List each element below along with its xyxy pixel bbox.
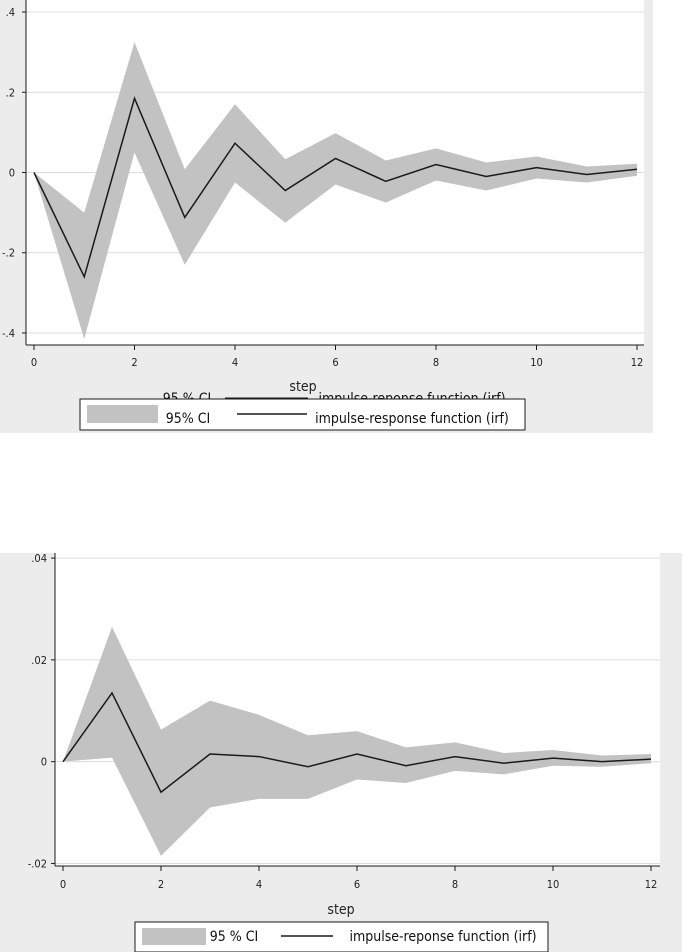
y-tick-label: 0 [9, 167, 15, 180]
y-tick-label: -.2 [2, 247, 15, 260]
x-tick-label: 2 [131, 356, 137, 369]
x-tick-label: 4 [256, 878, 262, 891]
legend: 95 % CI impulse-reponse function (irf) 9… [79, 391, 526, 431]
y-tick-label: .02 [31, 654, 47, 667]
legend-ci-swatch [87, 405, 158, 423]
x-tick-label: 12 [631, 356, 644, 369]
irf-chart-1: .4 .2 0 -.2 -.4 0 2 4 6 8 10 12 step 95 % CI impuls… [2, 0, 644, 431]
y-tick-label: .2 [6, 86, 15, 99]
x-tick-label: 12 [645, 878, 658, 891]
ci-band-layer [63, 626, 651, 856]
legend-irf-label: impulse-response function (irf) [315, 411, 509, 427]
irf-chart-panel-1: .4 .2 0 -.2 -.4 0 2 4 6 8 10 12 step 95 % CI impuls… [0, 0, 653, 433]
legend-irf-label: impulse-reponse function (irf) [349, 929, 536, 945]
irf-line-layer [33, 96, 638, 279]
x-tick-label: 0 [31, 356, 37, 369]
y-tick-label: -.4 [2, 327, 15, 340]
tick-labels: .04 .02 0 -.02 0 2 4 6 8 10 12 [28, 552, 658, 891]
x-tick-label: 2 [158, 878, 164, 891]
ci-band [63, 626, 651, 856]
legend-ci-label: 95 % CI [210, 929, 259, 945]
y-tick-label: 0 [41, 756, 47, 769]
x-tick-label: 6 [354, 878, 360, 891]
y-tick-label: .04 [31, 552, 47, 565]
tick-labels: .4 .2 0 -.2 -.4 0 2 4 6 8 10 12 [2, 6, 643, 369]
y-tick-label: .4 [6, 6, 15, 19]
x-axis-title: step [327, 902, 354, 918]
ci-band-layer [34, 42, 637, 339]
x-tick-label: 8 [433, 356, 439, 369]
x-tick-label: 10 [530, 356, 543, 369]
legend-ci-label: 95% CI [166, 411, 211, 427]
x-tick-label: 6 [332, 356, 338, 369]
legend: 95 % CI impulse-reponse function (irf) [134, 921, 549, 952]
axes [51, 553, 660, 871]
y-tick-label: -.02 [28, 857, 47, 870]
ci-band [34, 42, 637, 339]
legend-ci-swatch [142, 928, 206, 945]
x-tick-label: 10 [547, 878, 560, 891]
x-axis-title: step [289, 379, 316, 395]
x-tick-label: 0 [60, 878, 66, 891]
axes [22, 0, 644, 350]
irf-chart-2: .04 .02 0 -.02 0 2 4 6 8 10 12 step 95 % CI impuls… [28, 552, 660, 952]
x-tick-label: 4 [232, 356, 238, 369]
irf-chart-panel-2: .04 .02 0 -.02 0 2 4 6 8 10 12 step 95 % CI impuls… [0, 552, 682, 952]
x-tick-label: 8 [452, 878, 458, 891]
irf-line-layer [62, 691, 652, 794]
